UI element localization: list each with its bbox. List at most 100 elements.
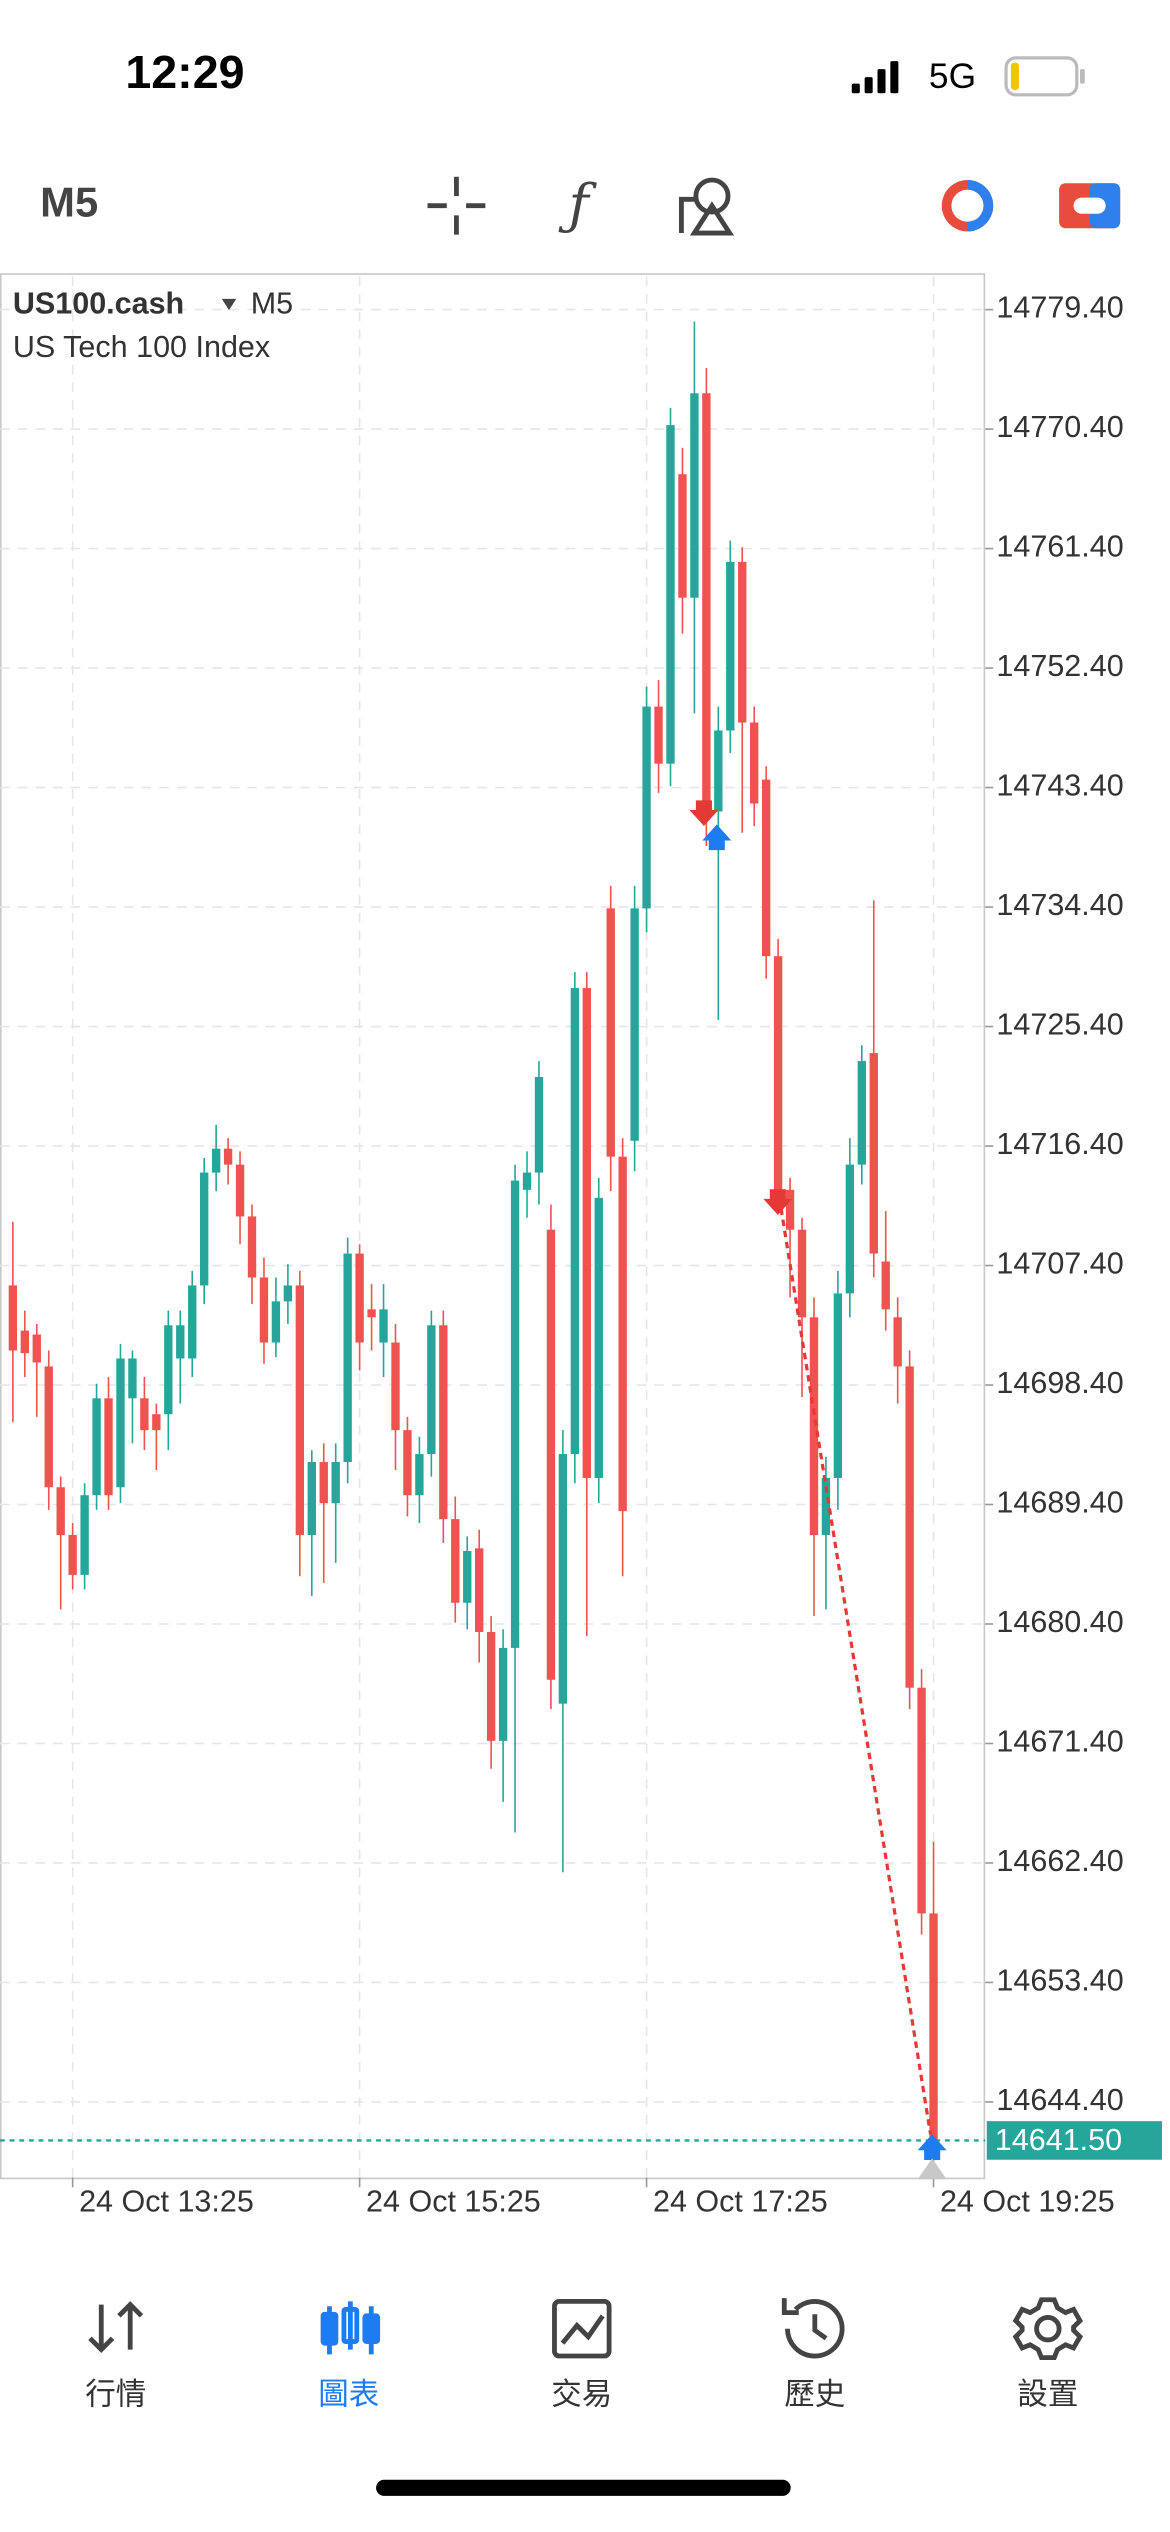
symbol-description: US Tech 100 Index	[13, 330, 270, 364]
history-icon[interactable]	[781, 2298, 845, 2359]
y-tick-label: 14689.40	[996, 1486, 1123, 1520]
y-tick-label: 14761.40	[996, 530, 1123, 564]
grid: 14779.40 14770.40 14761.40 14752.40 14743.40…	[0, 276, 1124, 2218]
candle-body	[427, 1325, 436, 1455]
candle-body	[809, 1317, 819, 1536]
objects-button[interactable]	[679, 177, 735, 236]
candle-body	[570, 988, 580, 1455]
candle-body	[869, 1053, 878, 1254]
sell-marker	[763, 1189, 793, 1215]
y-tick-label: 14707.40	[996, 1247, 1123, 1281]
y-tick-label: 14743.40	[996, 769, 1123, 803]
candle-body	[750, 722, 759, 804]
status-time: 12:29	[125, 46, 244, 98]
candle-body	[307, 1462, 316, 1536]
one-click-button[interactable]	[941, 179, 994, 232]
candle-body	[20, 1330, 30, 1354]
candle-body	[92, 1398, 101, 1496]
candle-body	[785, 1189, 795, 1230]
current-price-label: 14641.50	[995, 2123, 1122, 2157]
candle-body	[917, 1687, 926, 1914]
candle-body	[295, 1285, 305, 1536]
y-tick-label: 14779.40	[996, 291, 1123, 325]
signal-icon	[851, 61, 899, 94]
current-bar-marker	[917, 2158, 947, 2180]
candle-body	[439, 1325, 448, 1520]
candle-body	[188, 1285, 197, 1359]
y-tick-label: 14770.40	[996, 410, 1123, 444]
trade-line	[779, 1208, 933, 2135]
chart-timeframe: M5	[251, 286, 293, 320]
candle-body	[498, 1647, 508, 1741]
quotes-icon[interactable]	[88, 2301, 144, 2354]
candle-body	[905, 1366, 914, 1688]
candle-body	[606, 908, 615, 1157]
tab-label[interactable]: 行情	[85, 2377, 146, 2411]
candle-body	[247, 1216, 257, 1278]
symbol[interactable]: US100.cash	[13, 286, 184, 320]
candle-body	[463, 1550, 472, 1603]
x-tick-label: 24 Oct 13:25	[79, 2184, 254, 2218]
candle-body	[319, 1462, 328, 1504]
tab-label[interactable]: 交易	[551, 2377, 612, 2411]
candle-body	[391, 1342, 400, 1431]
candle-body	[642, 706, 651, 909]
candle-body	[152, 1414, 161, 1431]
chart-icon[interactable]	[320, 2301, 381, 2355]
candle-body	[702, 393, 711, 812]
candle-body	[714, 730, 723, 812]
candle-body	[164, 1325, 173, 1415]
x-tick-label: 24 Oct 17:25	[653, 2184, 828, 2218]
candle-body	[582, 988, 591, 1478]
candle-body	[379, 1309, 388, 1343]
tab-label[interactable]: 歷史	[784, 2377, 845, 2411]
candle-body	[475, 1548, 484, 1632]
candle-body	[283, 1285, 293, 1302]
candle-body	[893, 1317, 902, 1367]
candle-body	[738, 561, 747, 723]
candle-body	[678, 474, 687, 598]
candle-body	[8, 1285, 18, 1351]
candle-body	[367, 1309, 376, 1318]
candle-body	[797, 1229, 807, 1318]
y-tick-label: 14671.40	[996, 1725, 1123, 1759]
y-tick-label: 14734.40	[996, 888, 1123, 922]
y-tick-label: 14644.40	[996, 2083, 1123, 2117]
candle-body	[534, 1077, 544, 1173]
candle-body	[558, 1454, 568, 1704]
candle-body	[594, 1197, 603, 1478]
trade-icon[interactable]	[552, 2298, 612, 2359]
settings-icon[interactable]	[1012, 2297, 1083, 2361]
y-tick-label: 14716.40	[996, 1127, 1123, 1161]
candle-body	[56, 1487, 65, 1536]
candle-body	[176, 1325, 185, 1359]
candle-body	[200, 1172, 209, 1286]
y-tick-label: 14752.40	[996, 649, 1123, 683]
symbol-dropdown[interactable]	[221, 298, 237, 311]
buy-marker	[917, 2134, 947, 2160]
tab-label[interactable]: 圖表	[318, 2377, 379, 2411]
candle-body	[451, 1519, 460, 1603]
candle-body	[618, 1156, 627, 1512]
candle-body	[666, 425, 675, 764]
candle-body	[271, 1301, 281, 1343]
candle-body	[690, 393, 699, 598]
candle-body	[104, 1398, 113, 1496]
trade-button[interactable]	[1059, 183, 1121, 229]
y-tick-label: 14725.40	[996, 1008, 1123, 1042]
x-tick-label: 24 Oct 15:25	[366, 2184, 541, 2218]
candle-body	[845, 1164, 855, 1294]
candle-body	[128, 1358, 137, 1399]
crosshair-button[interactable]	[427, 176, 486, 235]
candle-body	[211, 1148, 221, 1173]
y-tick-label: 14698.40	[996, 1366, 1123, 1400]
toolbar-timeframe[interactable]: M5	[40, 179, 98, 226]
candle-body	[331, 1462, 340, 1504]
candle-body	[140, 1398, 149, 1431]
candle-body	[821, 1477, 831, 1536]
candle-body	[116, 1358, 125, 1488]
candle-body	[726, 561, 735, 731]
tab-label[interactable]: 設置	[1017, 2377, 1078, 2411]
